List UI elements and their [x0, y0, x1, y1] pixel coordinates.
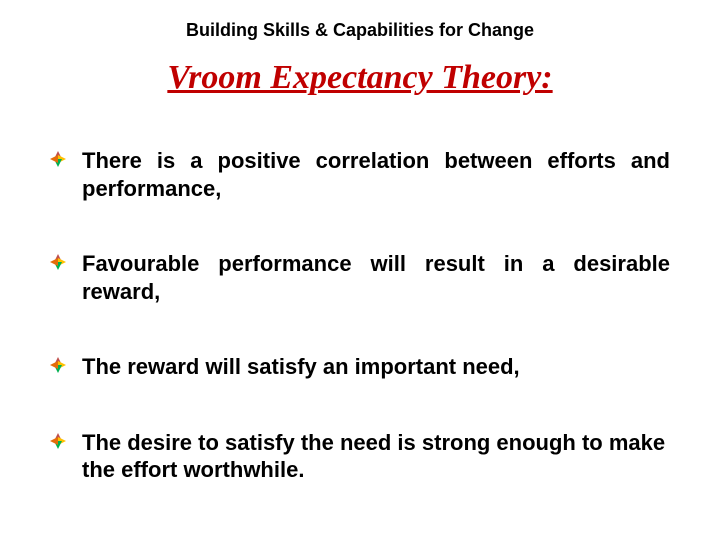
- bullet-text: The desire to satisfy the need is strong…: [82, 430, 665, 483]
- bullet-item: Favourable performance will result in a …: [50, 250, 670, 305]
- bullet-text: Favourable performance will result in a …: [82, 251, 670, 304]
- diamond-bullet-icon: [50, 254, 66, 270]
- diamond-bullet-icon: [50, 357, 66, 373]
- bullet-text: The reward will satisfy an important nee…: [82, 354, 520, 379]
- diamond-bullet-icon: [50, 433, 66, 449]
- diamond-bullet-icon: [50, 151, 66, 167]
- bullet-item: The reward will satisfy an important nee…: [50, 353, 670, 381]
- bullet-item: There is a positive correlation between …: [50, 147, 670, 202]
- bullet-list: There is a positive correlation between …: [50, 147, 670, 484]
- bullet-text: There is a positive correlation between …: [82, 148, 670, 201]
- page-header: Building Skills & Capabilities for Chang…: [50, 20, 670, 41]
- slide-title: Vroom Expectancy Theory:: [50, 59, 670, 97]
- bullet-item: The desire to satisfy the need is strong…: [50, 429, 670, 484]
